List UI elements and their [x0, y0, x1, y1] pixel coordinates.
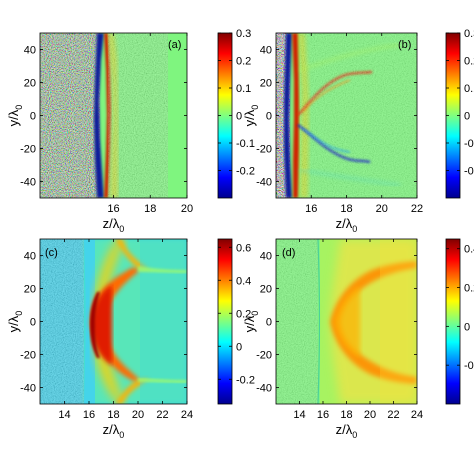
x-tick-label: 20: [376, 203, 388, 215]
y-tick-label: 20: [260, 284, 272, 296]
y-tick-label: 0: [30, 111, 36, 123]
x-tick-label: 24: [411, 409, 423, 421]
panel-b-label: (b): [398, 39, 411, 51]
colorbar-tick-label: 0: [236, 111, 242, 123]
y-tick-label: -20: [256, 350, 272, 362]
x-tick-label: 16: [305, 203, 317, 215]
colorbar-tick-label: 0.1: [464, 83, 474, 95]
panel-c: (c): [39, 238, 233, 405]
x-tick-label: 22: [387, 409, 399, 421]
colorbar-tick-label: 0.2: [236, 56, 251, 68]
panel-a: (a): [39, 32, 233, 199]
y-tick-label: -40: [20, 383, 36, 395]
panel-c-heatmap: [40, 239, 187, 404]
panel-d-colorbar: [445, 238, 461, 405]
axes-layer: 16 18 2040200-20-40z/λ0y/λ00.30.20.10-0.1-…: [6, 28, 474, 440]
y-tick-label: -40: [256, 177, 272, 189]
y-tick-label: 0: [266, 317, 272, 329]
y-axis-label: y/λ0: [242, 311, 260, 333]
panel-a-label: (a): [168, 39, 181, 51]
x-axis-label: z/λ0: [336, 216, 358, 234]
colorbar-tick-label: -0.2: [236, 166, 255, 178]
panel-a-heatmap: [40, 33, 187, 198]
y-tick-label: 40: [24, 45, 36, 57]
y-tick-label: -20: [20, 350, 36, 362]
colorbar-tick-label: 0.6: [236, 242, 251, 254]
colorbar-tick-label: 0.3: [236, 28, 251, 40]
panel-c-colorbar: [217, 238, 233, 405]
x-axis-label: z/λ0: [336, 422, 358, 440]
colorbar-tick-label: 0.4: [464, 244, 474, 256]
x-axis-label: z/λ0: [103, 422, 125, 440]
colorbar-tick-label: -0.1: [236, 138, 255, 150]
x-tick-label: 24: [181, 409, 193, 421]
colorbar-tick-label: -0.1: [464, 138, 474, 150]
y-axis-label: y/λ0: [6, 311, 24, 333]
panel-d-label: (d): [282, 247, 295, 259]
x-tick-label: 18: [144, 203, 156, 215]
colorbar-tick-label: 0.3: [464, 28, 474, 40]
colorbar-tick-label: 0: [464, 111, 470, 123]
x-tick-label: 18: [340, 203, 352, 215]
y-tick-label: 40: [260, 45, 272, 57]
x-tick-label: 18: [340, 409, 352, 421]
colorbar-tick-label: -0.2: [464, 166, 474, 178]
y-tick-label: -40: [256, 383, 272, 395]
x-tick-label: 16: [83, 409, 95, 421]
y-tick-label: -20: [256, 144, 272, 156]
y-tick-label: 40: [24, 251, 36, 263]
x-tick-label: 22: [156, 409, 168, 421]
x-tick-label: 20: [364, 409, 376, 421]
x-tick-label: 16: [317, 409, 329, 421]
x-tick-label: 20: [132, 409, 144, 421]
x-tick-label: 22: [411, 203, 423, 215]
y-tick-label: 20: [24, 78, 36, 90]
x-tick-label: 14: [293, 409, 305, 421]
colorbar-tick-label: 0.2: [464, 283, 474, 295]
y-tick-label: 0: [30, 317, 36, 329]
y-tick-label: 20: [24, 284, 36, 296]
x-axis-label: z/λ0: [103, 216, 125, 234]
panel-b: (b): [275, 32, 461, 199]
colorbar-tick-label: 0: [464, 321, 470, 333]
x-tick-label: 16: [107, 203, 119, 215]
colorbar-tick-label: -0.2: [236, 374, 255, 386]
panel-d: (d): [275, 238, 461, 405]
panel-d-heatmap: [276, 239, 417, 404]
y-tick-label: 20: [260, 78, 272, 90]
y-tick-label: 0: [266, 111, 272, 123]
y-axis-label: y/λ0: [6, 105, 24, 127]
panel-b-heatmap: [276, 33, 417, 198]
y-axis-label: y/λ0: [242, 105, 260, 127]
x-tick-label: 20: [181, 203, 193, 215]
colorbar-tick-label: 0: [236, 341, 242, 353]
colorbar-tick-label: 0.2: [464, 56, 474, 68]
x-tick-label: 18: [107, 409, 119, 421]
colorbar-tick-label: 0.1: [236, 83, 251, 95]
y-tick-label: -40: [20, 177, 36, 189]
x-tick-label: 14: [58, 409, 70, 421]
colorbar-tick-label: -0.2: [464, 360, 474, 372]
colorbar-tick-label: 0.2: [236, 308, 251, 320]
y-tick-label: -20: [20, 144, 36, 156]
colorbar-tick-label: 0.4: [236, 275, 251, 287]
panel-c-label: (c): [45, 247, 58, 259]
y-tick-label: 40: [260, 251, 272, 263]
